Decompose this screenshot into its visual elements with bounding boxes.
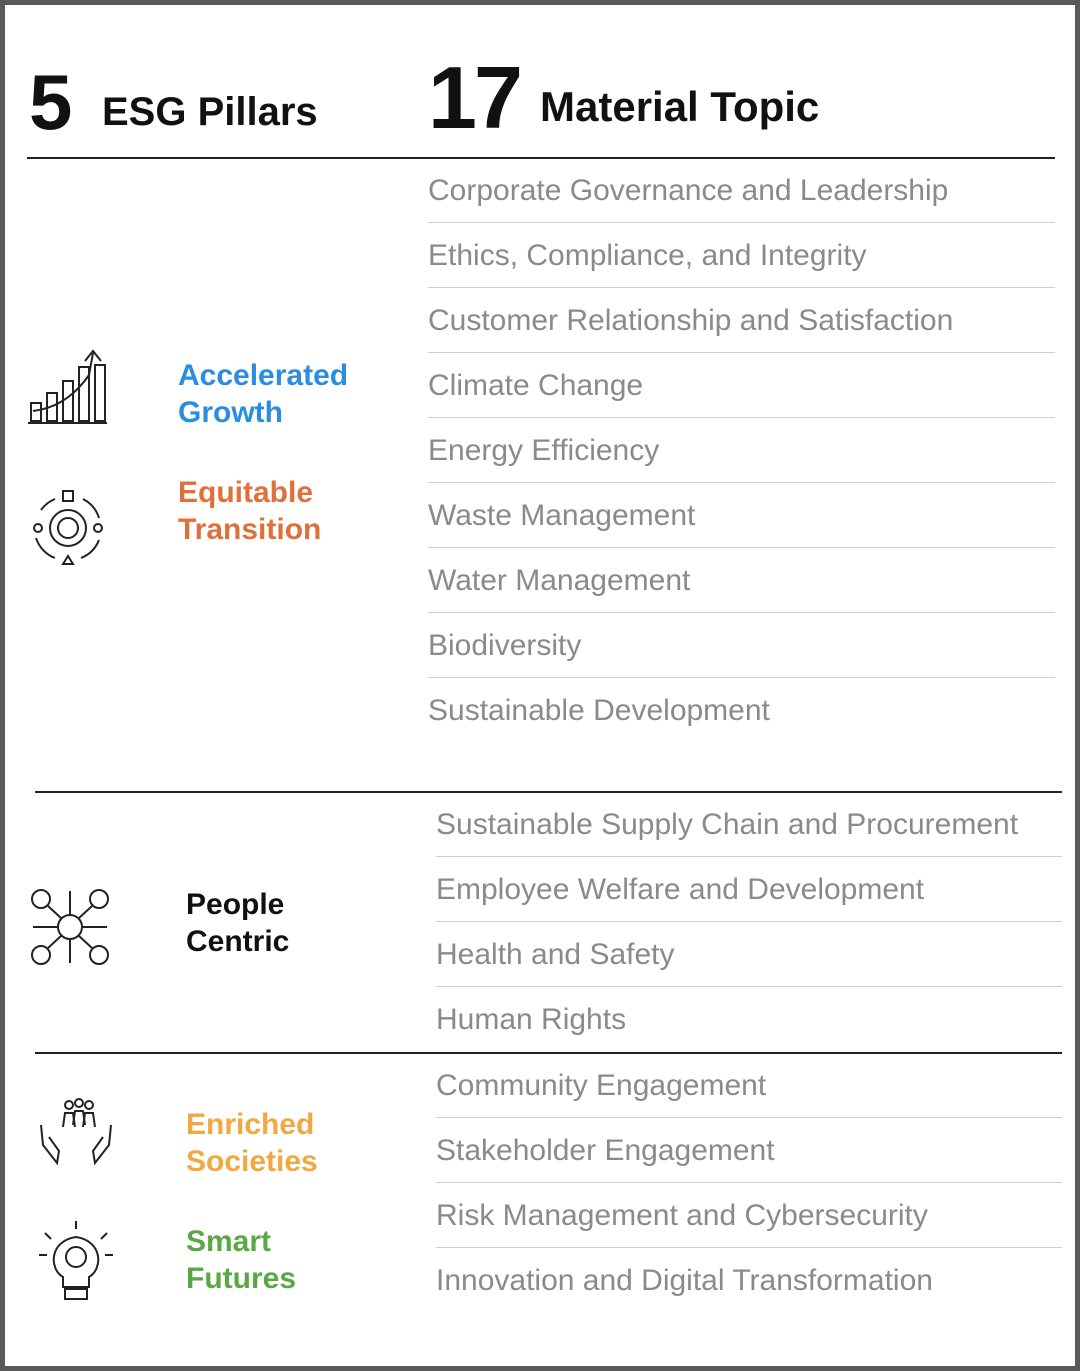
pillars-label: ESG Pillars [102, 90, 318, 134]
row-divider [428, 547, 1055, 548]
group-divider [27, 157, 1055, 159]
topic: Risk Management and Cybersecurity [436, 1199, 928, 1232]
row-divider [436, 921, 1062, 922]
topic: Human Rights [436, 1003, 627, 1036]
row-divider [428, 482, 1055, 483]
topic: Innovation and Digital Transformation [436, 1264, 933, 1297]
topics-label: Material Topic [540, 83, 820, 130]
topic: Energy Efficiency [428, 434, 660, 467]
society-icon [40, 1098, 112, 1166]
topic: Employee Welfare and Development [436, 873, 925, 906]
people-icon [31, 889, 109, 965]
transition-icon [33, 490, 103, 565]
row-divider [436, 1117, 1062, 1118]
topic: Water Management [428, 564, 691, 597]
growth-icon [28, 349, 107, 424]
pillar-name: Smart Futures [186, 1225, 297, 1295]
row-divider [428, 287, 1055, 288]
topic: Community Engagement [436, 1069, 767, 1102]
row-divider [436, 986, 1062, 987]
topic: Climate Change [428, 369, 644, 402]
topic: Sustainable Development [428, 694, 770, 727]
pillar-name: Enriched Societies [186, 1108, 318, 1178]
pillar-name: Accelerated Growth [178, 359, 349, 429]
row-divider [436, 1182, 1062, 1183]
pillar-name: People Centric [186, 888, 290, 958]
topic: Ethics, Compliance, and Integrity [428, 239, 867, 272]
row-divider [428, 352, 1055, 353]
topic: Biodiversity [428, 629, 582, 662]
group-divider [35, 1052, 1062, 1054]
row-divider [436, 1247, 1062, 1248]
row-divider [428, 677, 1055, 678]
row-divider [428, 222, 1055, 223]
row-divider [428, 417, 1055, 418]
topic: Health and Safety [436, 938, 675, 971]
pillars-count: 5 [29, 58, 73, 146]
topics-count: 17 [428, 48, 523, 147]
idea-icon [39, 1221, 113, 1300]
group-divider [35, 791, 1062, 793]
row-divider [428, 612, 1055, 613]
topic: Sustainable Supply Chain and Procurement [436, 808, 1019, 841]
topic: Customer Relationship and Satisfaction [428, 304, 954, 337]
topic: Stakeholder Engagement [436, 1134, 775, 1167]
pillar-name: Equitable Transition [178, 476, 322, 546]
topic: Waste Management [428, 499, 696, 532]
row-divider [436, 856, 1062, 857]
topic: Corporate Governance and Leadership [428, 174, 949, 207]
